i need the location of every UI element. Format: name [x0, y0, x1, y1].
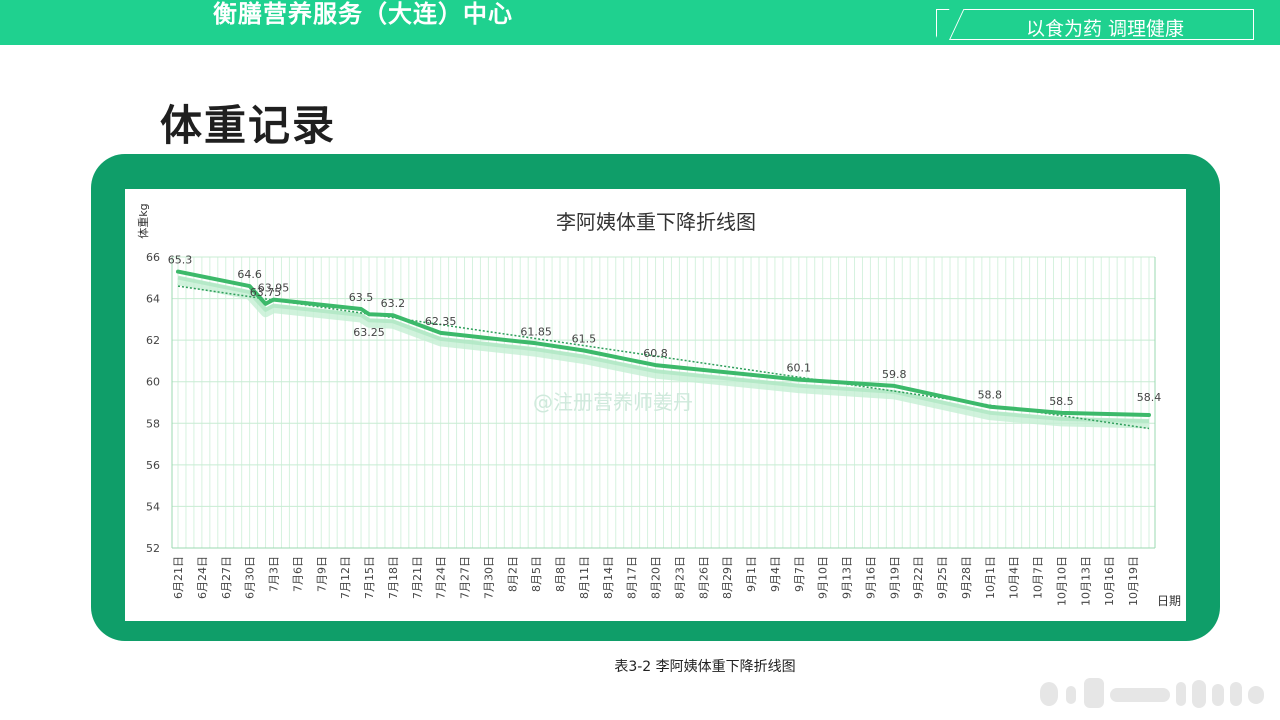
data-label: 60.8 [643, 347, 668, 360]
data-label: 63.95 [258, 282, 290, 295]
top-banner: 衡膳营养服务（大连）中心 以食为药 调理健康 [0, 0, 1280, 45]
x-tick-label: 7月24日 [435, 556, 448, 599]
x-tick-label: 10月1日 [984, 556, 997, 599]
x-tick-label: 6月21日 [172, 556, 185, 599]
y-tick-label: 60 [146, 376, 160, 389]
data-label: 64.6 [237, 268, 262, 281]
slogan-text: 以食为药 调理健康 [1025, 18, 1185, 40]
x-tick-label: 10月13日 [1079, 556, 1092, 606]
data-label: 62.35 [425, 315, 457, 328]
x-tick-label: 7月18日 [387, 556, 400, 599]
x-tick-label: 8月8日 [554, 556, 567, 592]
data-label: 59.8 [882, 368, 907, 381]
x-tick-label: 6月27日 [220, 556, 233, 599]
page-title: 体重记录 [160, 101, 337, 150]
x-tick-label: 8月26日 [697, 556, 710, 599]
data-label: 60.1 [787, 362, 812, 375]
data-label: 63.2 [381, 297, 406, 310]
x-tick-label: 6月30日 [244, 556, 257, 599]
x-tick-label: 9月25日 [936, 556, 949, 599]
x-tick-label: 8月17日 [626, 556, 639, 599]
x-tick-label: 8月11日 [578, 556, 591, 599]
y-tick-label: 58 [146, 417, 160, 430]
x-tick-label: 9月13日 [841, 556, 854, 599]
x-tick-label: 10月19日 [1127, 556, 1140, 606]
data-label: 63.25 [353, 326, 385, 339]
data-label: 58.4 [1137, 391, 1162, 404]
weight-line-chart: 52 54 56 58 60 62 64 66 6月21日 6月24日 6月27日 6月30日 7月3日… [136, 203, 1181, 608]
data-label: 58.5 [1049, 395, 1074, 408]
y-tick-label: 66 [146, 251, 160, 264]
x-tick-label: 10月4日 [1008, 556, 1021, 599]
chart-title: 李阿姨体重下降折线图 [556, 210, 756, 234]
chart-area: 52 54 56 58 60 62 64 66 6月21日 6月24日 6月27日 6月30日 7月3日… [125, 189, 1186, 621]
watermark-text: @注册营养师姜丹 [533, 390, 693, 414]
x-tick-label: 8月29日 [721, 556, 734, 599]
data-label: 61.85 [520, 325, 552, 338]
x-tick-label: 10月16日 [1103, 556, 1116, 606]
data-label: 63.75 [250, 286, 282, 299]
org-name: 衡膳营养服务（大连）中心 [213, 0, 513, 28]
decorative-stripes [1040, 678, 1264, 708]
x-tick-label: 8月2日 [506, 556, 519, 592]
x-tick-label: 7月15日 [363, 556, 376, 599]
x-tick-label: 10月7日 [1032, 556, 1045, 599]
x-tick-label: 8月20日 [650, 556, 663, 599]
x-tick-label: 10月10日 [1055, 556, 1068, 606]
y-tick-label: 56 [146, 459, 160, 472]
x-tick-label: 8月5日 [530, 556, 543, 592]
line-shadow [177, 276, 1150, 429]
x-tick-label: 7月27日 [459, 556, 472, 599]
x-tick-label: 7月6日 [291, 556, 304, 592]
x-tick-label: 8月23日 [673, 556, 686, 599]
x-tick-label: 9月16日 [864, 556, 877, 599]
chart-caption: 表3-2 李阿姨体重下降折线图 [614, 659, 796, 675]
data-label: 61.5 [572, 333, 597, 346]
x-axis-label: 日期 [1157, 594, 1181, 608]
x-tick-label: 7月3日 [268, 556, 281, 592]
data-label: 63.5 [349, 291, 374, 304]
x-tick-label: 9月22日 [912, 556, 925, 599]
data-label: 58.8 [978, 389, 1003, 402]
x-tick-label: 7月21日 [411, 556, 424, 599]
x-tick-label: 9月7日 [793, 556, 806, 592]
y-tick-label: 64 [146, 293, 160, 306]
y-tick-label: 62 [146, 334, 160, 347]
y-tick-label: 52 [146, 542, 160, 555]
line-shadow [177, 275, 1150, 423]
x-tick-label: 9月19日 [888, 556, 901, 599]
x-tick-label: 9月10日 [817, 556, 830, 599]
y-axis-label: 体重kg [136, 203, 150, 238]
x-tick-label: 7月9日 [315, 556, 328, 592]
weight-series-line [176, 269, 1151, 417]
x-tick-label: 8月14日 [602, 556, 615, 599]
slogan-box: 以食为药 调理健康 [936, 9, 1254, 40]
data-label: 65.3 [168, 254, 193, 267]
x-tick-label: 7月30日 [482, 556, 495, 599]
y-tick-label: 54 [146, 500, 160, 513]
x-tick-label: 9月28日 [960, 556, 973, 599]
x-tick-label: 9月1日 [745, 556, 758, 592]
x-tick-label: 7月12日 [339, 556, 352, 599]
x-tick-label: 9月4日 [769, 556, 782, 592]
x-tick-label: 6月24日 [196, 556, 209, 599]
